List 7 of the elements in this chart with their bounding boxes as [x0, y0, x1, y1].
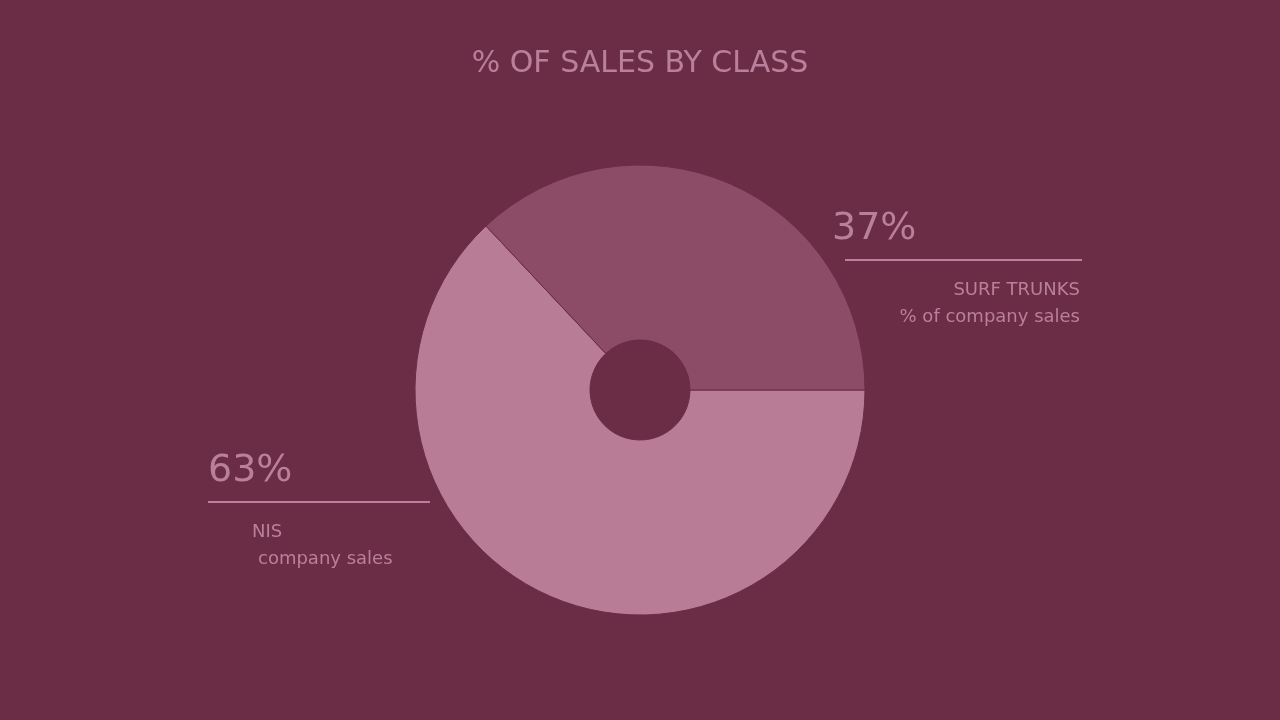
text: % of company sales	[899, 305, 1080, 326]
chart-title: % OF SALES BY CLASS	[471, 44, 809, 79]
data-label: 63%	[208, 446, 293, 490]
slice-label: SURF TRUNKS	[953, 278, 1080, 299]
data-label: 37%	[832, 204, 917, 248]
text: company sales	[258, 547, 393, 568]
slice-label: NIS	[252, 520, 283, 541]
